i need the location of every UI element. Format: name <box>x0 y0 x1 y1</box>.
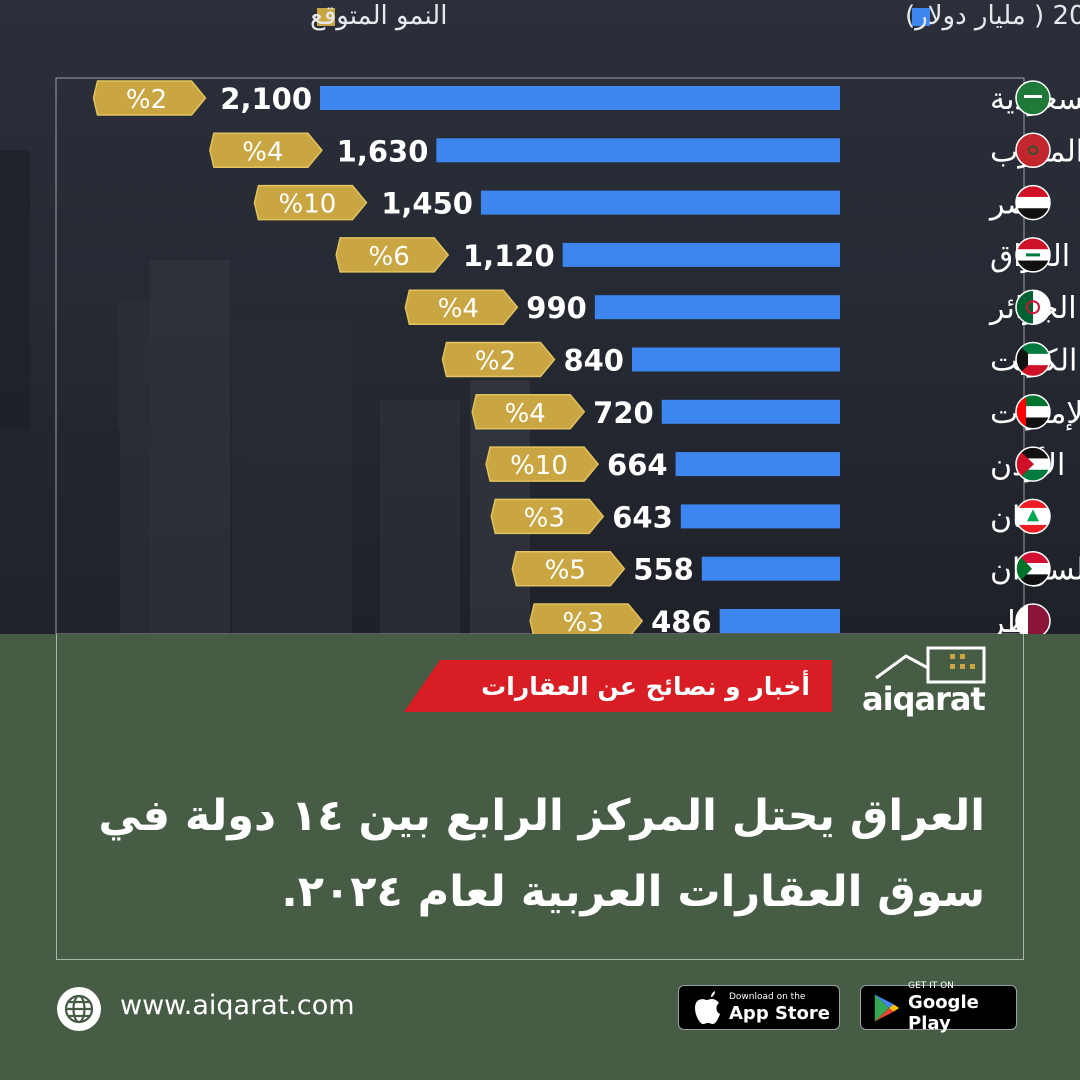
morocco-flag-icon <box>1015 132 1051 169</box>
app-store-big-text: App Store <box>729 1002 830 1024</box>
value-label: 558 <box>633 553 694 587</box>
value-label: 664 <box>607 448 668 482</box>
growth-badge <box>471 394 586 430</box>
growth-label: %3 <box>524 503 565 533</box>
growth-label: %5 <box>545 556 586 586</box>
headline: العراق يحتل المركز الرابع بين ١٤ دولة في… <box>98 791 985 917</box>
growth-label: %6 <box>369 242 410 272</box>
value-label: 643 <box>612 500 673 534</box>
value-label: 1,630 <box>337 134 429 168</box>
growth-label: %10 <box>510 451 568 481</box>
google-play-big-text: Google Play <box>908 992 979 1034</box>
headline-frame <box>56 634 1024 960</box>
egypt-flag-icon <box>1015 184 1051 221</box>
chart-panel: القيمة المتوقعة في 2024 ( مليار دولار) ا… <box>0 0 1080 634</box>
chart-legend: القيمة المتوقعة في 2024 ( مليار دولار) ا… <box>310 1 1080 31</box>
growth-badge <box>92 80 207 116</box>
growth-badge <box>441 341 556 378</box>
value-bar <box>594 295 840 320</box>
value-bar <box>661 399 840 424</box>
value-label: 990 <box>526 291 587 325</box>
jordan-flag-icon <box>1015 446 1051 482</box>
chart-bars: 2,100%2السعودية1,630%4المغرب1,450%10مصر1… <box>92 80 1080 634</box>
value-label: 1,450 <box>381 187 473 221</box>
growth-badge <box>209 132 323 169</box>
app-store-small-text: Download on the <box>729 991 806 1002</box>
value-label: 840 <box>563 344 624 378</box>
saudi-flag-icon <box>1015 80 1051 116</box>
value-label: 720 <box>593 396 654 430</box>
growth-badge <box>335 237 450 273</box>
growth-badge <box>490 498 605 535</box>
legend-value-swatch <box>912 8 930 26</box>
sudan-flag-icon <box>1015 550 1051 587</box>
google-play-icon <box>874 993 900 1022</box>
qatar-flag-icon <box>1015 603 1051 634</box>
growth-label: %3 <box>563 608 604 634</box>
value-bar <box>480 190 840 215</box>
growth-label: %4 <box>438 294 479 324</box>
growth-label: %4 <box>242 137 283 167</box>
value-bar <box>675 452 840 477</box>
aiqarat-logo <box>875 646 986 684</box>
bar-chart: القيمة المتوقعة في 2024 ( مليار دولار) ا… <box>0 1 1080 634</box>
website-link[interactable]: www.aiqarat.com <box>120 990 355 1021</box>
google-play-button[interactable]: GET IT ON Google Play <box>860 981 1017 1034</box>
value-bar <box>680 504 840 529</box>
city-skyline-background <box>0 150 530 634</box>
uae-flag-icon <box>1015 394 1051 430</box>
iraq-flag-icon <box>1015 237 1051 273</box>
legend-value-label: القيمة المتوقعة في 2024 ( مليار دولار) <box>905 1 1080 31</box>
value-label: 2,100 <box>220 82 312 116</box>
legend-growth-swatch <box>317 8 335 26</box>
globe-icon <box>57 987 101 1031</box>
value-bar <box>701 556 840 581</box>
value-label: 1,120 <box>463 239 555 273</box>
growth-badge <box>511 550 626 587</box>
growth-badge <box>529 603 644 634</box>
category-tag[interactable]: أخبار و نصائح عن العقارات <box>404 660 832 712</box>
value-bar <box>632 347 840 372</box>
algeria-flag-icon <box>1015 289 1051 325</box>
growth-badge <box>404 289 519 325</box>
value-bar <box>320 86 840 110</box>
kuwait-flag-icon <box>1015 341 1051 378</box>
growth-label: %4 <box>505 399 546 429</box>
value-label: 486 <box>651 605 712 634</box>
growth-label: %10 <box>279 190 337 220</box>
value-bar <box>436 138 840 163</box>
lebanon-flag-icon <box>1015 498 1051 535</box>
value-bar <box>719 609 840 633</box>
apple-icon <box>695 990 720 1024</box>
logo-wordmark: aiqarat <box>862 680 986 718</box>
growth-badge <box>485 446 600 482</box>
house-logo-icon <box>875 646 986 684</box>
growth-label: %2 <box>126 85 167 115</box>
growth-label: %2 <box>475 347 516 377</box>
app-store-button[interactable]: Download on the App Store <box>678 985 840 1030</box>
legend-growth-label: النمو المتوقع <box>310 1 447 31</box>
google-play-small-text: GET IT ON <box>908 981 954 991</box>
value-bar <box>562 242 840 267</box>
growth-badge <box>253 184 368 221</box>
